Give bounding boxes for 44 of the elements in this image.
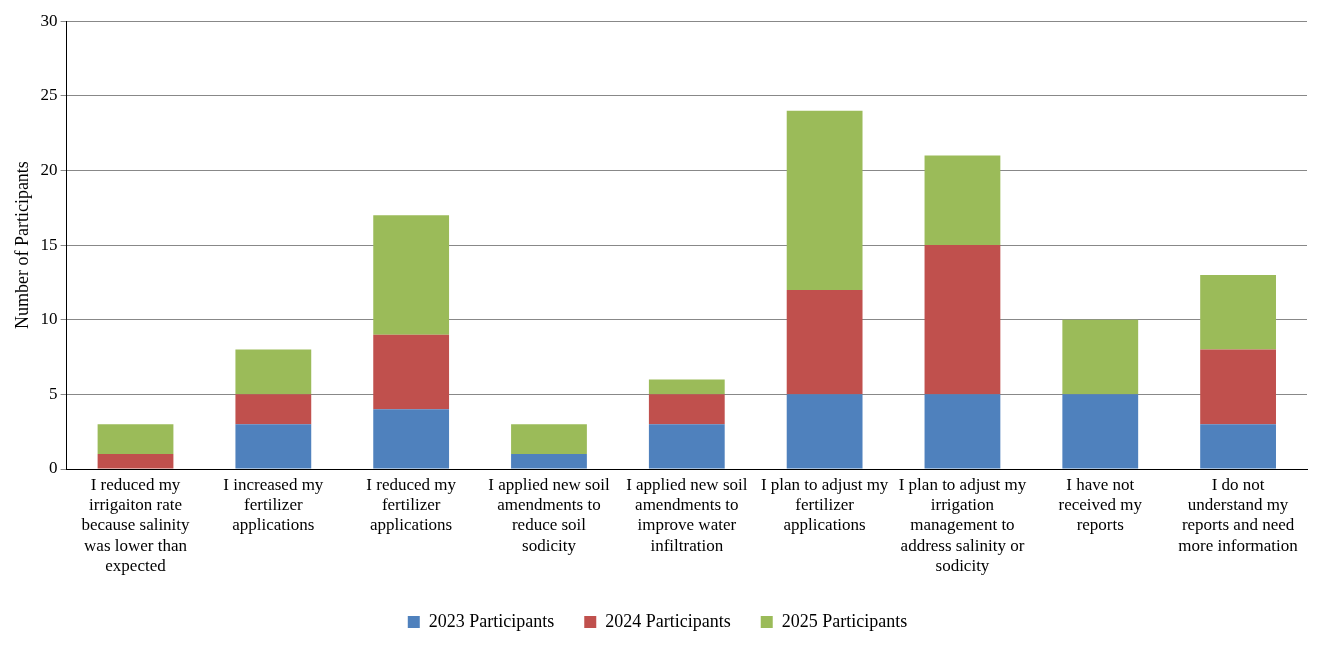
bar — [235, 394, 312, 425]
x-tick-label: I have not received my reports — [1058, 474, 1143, 535]
bar — [1200, 349, 1276, 425]
y-tick-label: 0 — [49, 458, 58, 478]
bar — [924, 394, 1001, 469]
bar — [373, 215, 450, 335]
bar — [924, 245, 1001, 395]
x-tick-label: I plan to adjust my irrigation management to address salinity or sodicity — [898, 474, 1027, 576]
y-axis-title: Number of Participants — [11, 161, 32, 330]
legend-label: 2023 Participants — [428, 610, 555, 631]
bar — [1200, 424, 1276, 469]
bar — [1062, 394, 1139, 469]
x-tick-label: I reduced my fertilizer applications — [366, 474, 457, 535]
bar — [1200, 274, 1276, 350]
bar — [786, 289, 863, 395]
bar — [924, 155, 1001, 246]
bar — [786, 394, 863, 469]
y-tick-label: 5 — [49, 383, 58, 403]
x-tick-label: I increased my fertilizer applications — [223, 474, 324, 535]
legend-label: 2025 Participants — [781, 610, 908, 631]
bar — [373, 409, 450, 469]
y-tick-label: 15 — [40, 234, 58, 254]
bar — [648, 424, 725, 469]
legend-label: 2024 Participants — [605, 610, 731, 631]
x-tick-label: I plan to adjust my fertilizer applications — [760, 474, 889, 535]
bar — [648, 379, 725, 395]
bar — [511, 424, 587, 455]
x-tick-label: I do not understand my reports and need more information — [1178, 474, 1299, 555]
x-tick-label: I applied new soil amendments to reduce soil sodicity — [488, 474, 610, 555]
bar — [373, 334, 450, 410]
bar — [1062, 319, 1139, 395]
bar — [511, 454, 587, 469]
x-tick-label: I applied new soil amendments to improve water infiltration — [626, 474, 748, 555]
y-tick-label: 30 — [40, 10, 58, 30]
bar — [235, 424, 312, 469]
bar — [648, 394, 725, 425]
y-tick-label: 20 — [40, 159, 58, 179]
y-tick-label: 10 — [40, 309, 58, 329]
y-tick-label: 25 — [40, 85, 58, 105]
bar — [97, 454, 174, 469]
x-tick-label: I reduced my irrigaiton rate because salinity was lower than expected — [81, 474, 191, 576]
bar — [786, 110, 863, 290]
bar — [97, 424, 174, 455]
bar — [235, 349, 312, 395]
